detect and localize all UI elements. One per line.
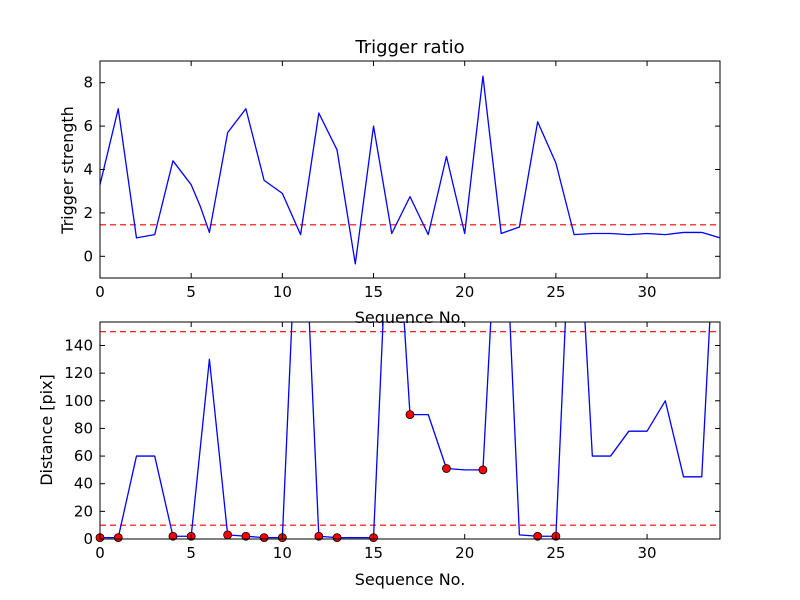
y-tick-label: 4 <box>83 161 93 179</box>
data-point <box>241 531 251 541</box>
x-tick-label: 15 <box>364 283 383 301</box>
x-axis-label: Sequence No. <box>355 308 466 327</box>
data-point <box>259 533 269 543</box>
x-tick-label: 0 <box>95 283 105 301</box>
x-tick-label: 5 <box>186 283 196 301</box>
y-tick-label: 20 <box>74 502 93 520</box>
y-tick-label: 40 <box>74 475 93 493</box>
y-tick-label: 140 <box>64 336 93 354</box>
y-tick-label: 0 <box>83 530 93 548</box>
data-point <box>332 533 342 543</box>
y-tick-label: 0 <box>83 247 93 265</box>
data-point <box>223 530 233 540</box>
data-point <box>405 410 415 420</box>
trigger-ratio-chart: Trigger ratio Sequence No. Trigger stren… <box>58 37 721 327</box>
x-tick-label: 30 <box>638 544 657 562</box>
x-tick-label: 20 <box>455 283 474 301</box>
plot-frame <box>99 321 721 540</box>
plot-area <box>100 75 720 265</box>
x-tick-label: 20 <box>455 544 474 562</box>
y-tick-label: 6 <box>83 117 93 135</box>
data-point <box>113 533 123 543</box>
data-point <box>478 465 488 475</box>
y-axis-label: Trigger strength <box>58 106 77 235</box>
data-point <box>314 531 324 541</box>
x-tick-label: 5 <box>186 544 196 562</box>
x-tick-label: 15 <box>364 544 383 562</box>
data-point <box>442 464 451 473</box>
x-tick-label: 10 <box>273 283 292 301</box>
y-axis-label: Distance [pix] <box>37 374 56 486</box>
y-tick-label: 120 <box>64 364 93 382</box>
x-axis-label: Sequence No. <box>355 570 466 589</box>
chart-title: Trigger ratio <box>354 37 464 58</box>
x-tick-label: 25 <box>546 283 565 301</box>
y-tick-label: 80 <box>74 419 93 437</box>
y-tick-label: 8 <box>83 74 93 92</box>
x-tick-label: 0 <box>95 544 105 562</box>
x-tick-label: 10 <box>273 544 292 562</box>
data-point <box>168 531 178 541</box>
y-tick-label: 100 <box>64 392 93 410</box>
y-tick-label: 2 <box>83 204 93 222</box>
x-tick-label: 25 <box>546 544 565 562</box>
data-point <box>533 531 543 541</box>
x-tick-label: 30 <box>638 283 657 301</box>
series-line <box>100 75 720 265</box>
distance-chart: Sequence No. Distance [pix] 0 5 10 15 20 25 30… <box>37 321 721 589</box>
y-tick-label: 60 <box>74 447 93 465</box>
